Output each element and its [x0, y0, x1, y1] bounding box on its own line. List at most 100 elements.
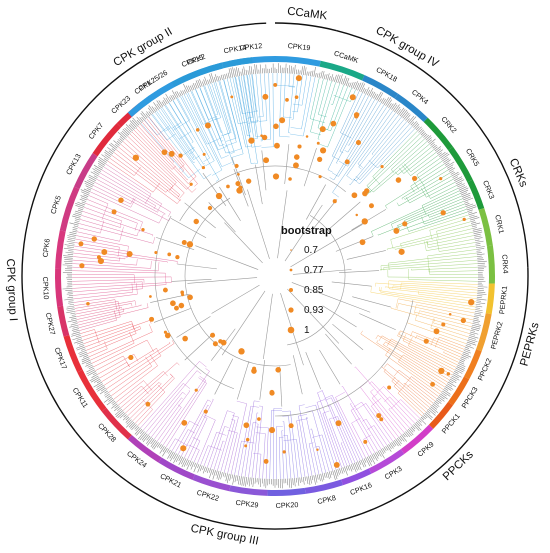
clade-branches [352, 296, 475, 344]
branch [74, 301, 119, 309]
branch [160, 108, 195, 158]
branch [74, 245, 178, 262]
tip [332, 77, 335, 82]
tip [96, 380, 102, 384]
tip [288, 65, 291, 74]
tip [122, 415, 128, 421]
branch [383, 259, 478, 268]
branch [367, 136, 423, 189]
branch [231, 153, 244, 158]
tip [222, 472, 225, 477]
branch [371, 397, 382, 407]
branch [327, 169, 333, 173]
branch [298, 405, 313, 476]
branch [118, 385, 142, 406]
clade-label: PEPRK1 [497, 285, 509, 314]
tip [402, 433, 406, 438]
legend-title: bootstrap [281, 225, 332, 237]
clade-band [59, 186, 80, 232]
branch [402, 340, 457, 368]
branch [189, 420, 199, 427]
branch [135, 127, 189, 184]
branch [213, 440, 224, 470]
tip [87, 364, 93, 368]
tip [386, 99, 393, 107]
branch [404, 172, 451, 200]
branch [103, 342, 171, 386]
branch [394, 369, 400, 377]
tip [63, 257, 73, 259]
branch [223, 79, 244, 154]
bootstrap-dot [164, 332, 171, 339]
tip [136, 116, 143, 123]
tip [458, 363, 466, 368]
tip [220, 472, 223, 480]
legend-label-2: 0.85 [304, 285, 324, 296]
clade-band [319, 60, 365, 81]
branch [376, 342, 446, 388]
tip [383, 447, 387, 451]
branch [115, 149, 181, 201]
branch [111, 155, 178, 204]
clade-band [478, 208, 493, 247]
branch [329, 418, 348, 466]
tip [202, 466, 205, 471]
tip [377, 450, 382, 457]
clade-branches [346, 214, 476, 260]
branch [169, 102, 194, 143]
branch [94, 329, 100, 344]
branch [100, 220, 105, 234]
branch [72, 270, 166, 274]
branch [421, 205, 427, 216]
branch [332, 108, 391, 193]
tip [424, 134, 430, 140]
tip [410, 426, 416, 432]
tip [201, 81, 205, 86]
bootstrap-dot [149, 295, 152, 298]
branch [131, 321, 135, 330]
branch [296, 418, 308, 421]
bootstrap-dot [379, 417, 384, 422]
branch [358, 114, 399, 168]
tip [79, 198, 87, 202]
tip [462, 353, 472, 358]
tip [344, 77, 348, 86]
branch [104, 341, 108, 350]
branch [148, 116, 197, 177]
tip [406, 430, 412, 437]
branch [182, 392, 186, 395]
tip [138, 431, 145, 440]
branch [172, 161, 174, 163]
branch [72, 266, 159, 272]
clade-band [57, 305, 70, 337]
branch [378, 335, 383, 342]
tip [254, 478, 256, 484]
branch [333, 95, 351, 102]
branch [274, 300, 414, 417]
bootstrap-dot [430, 381, 435, 387]
group-arc [456, 99, 529, 268]
branch [366, 133, 420, 186]
branch [203, 432, 217, 467]
branch [204, 414, 216, 421]
branch [113, 365, 158, 400]
bootstrap-dot [333, 462, 340, 468]
branch [385, 166, 447, 206]
branch [351, 417, 361, 424]
clade-band [341, 468, 372, 486]
tip [445, 162, 450, 166]
branch [371, 405, 396, 440]
branch [125, 382, 160, 414]
tip-ring [62, 63, 488, 489]
branch [411, 266, 478, 271]
branch [225, 141, 237, 147]
branch [195, 89, 209, 120]
branch [426, 240, 429, 248]
branch [418, 310, 420, 315]
branch [79, 219, 138, 237]
clade-label: CPK22 [196, 488, 220, 503]
tip [424, 412, 433, 421]
tip [456, 182, 463, 186]
tip [69, 316, 77, 319]
tip [472, 227, 478, 229]
